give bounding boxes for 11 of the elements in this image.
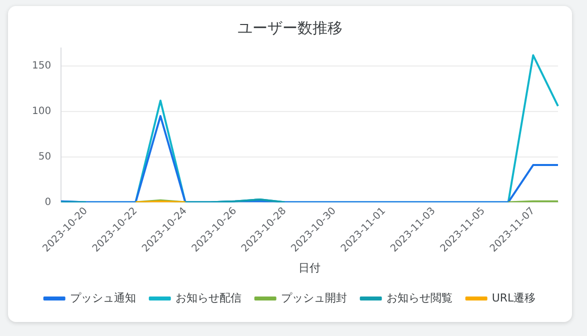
y-tick-label: 150 [32,60,52,72]
y-tick-label: 0 [44,196,52,208]
legend-label: プッシュ通知 [70,291,136,304]
legend-label: お知らせ閲覧 [386,291,452,304]
y-tick-label: 100 [32,106,52,118]
chart-title: ユーザー数推移 [238,18,342,37]
legend-label: URL遷移 [492,291,536,304]
y-tick-label: 50 [38,151,52,162]
legend-label: お知らせ配信 [175,291,242,304]
legend-label: プッシュ開封 [280,291,347,304]
x-axis-title: 日付 [298,261,321,274]
